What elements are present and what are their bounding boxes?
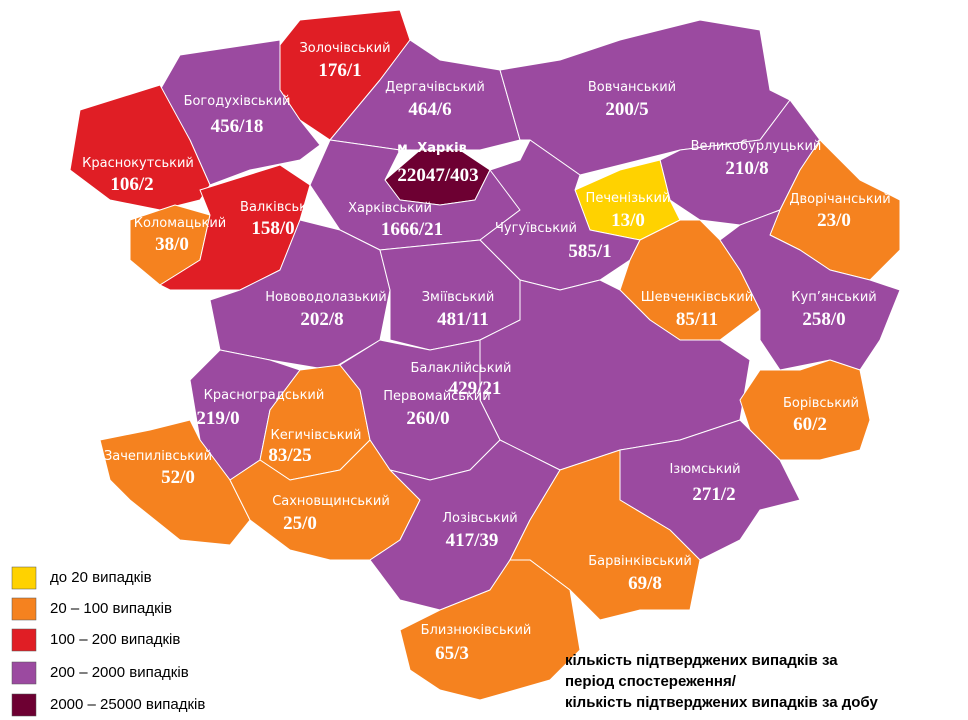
region-name: Зміївський bbox=[422, 290, 495, 305]
region-cases: 23/0 bbox=[817, 210, 851, 231]
region-cases: 69/8 bbox=[628, 573, 662, 594]
legend-swatch bbox=[11, 628, 37, 652]
region-name: Нововодолазький bbox=[265, 290, 387, 305]
region-name: Вовчанський bbox=[588, 80, 676, 95]
region-cases: 25/0 bbox=[283, 513, 317, 534]
region-cases: 585/1 bbox=[568, 241, 611, 262]
region-name: Красноградський bbox=[204, 388, 325, 403]
region-name: Первомайський bbox=[383, 389, 490, 404]
legend-label: до 20 випадків bbox=[50, 569, 152, 586]
region-name: Валківський bbox=[240, 200, 324, 215]
region-cases: 260/0 bbox=[406, 408, 449, 429]
region-cases: 456/18 bbox=[211, 116, 264, 137]
legend-swatch bbox=[11, 693, 37, 717]
region-name: Чугуївський bbox=[495, 221, 577, 236]
region-cases: 258/0 bbox=[802, 309, 845, 330]
region-cases: 106/2 bbox=[110, 174, 153, 195]
region-name: Золочівський bbox=[299, 41, 390, 56]
region-cases: 60/2 bbox=[793, 414, 827, 435]
legend-swatch bbox=[11, 661, 37, 685]
region-name: Дергачівський bbox=[385, 80, 485, 95]
region-name: Великобурлуцький bbox=[691, 139, 822, 154]
note-line: кількість підтверджених випадків за добу bbox=[565, 694, 878, 711]
region-name: Дворічанський bbox=[789, 192, 890, 207]
legend-label: 2000 – 25000 випадків bbox=[50, 696, 205, 713]
region-name: Краснокутський bbox=[82, 156, 194, 171]
region-name: Харківський bbox=[348, 201, 432, 216]
region-name: Куп’янський bbox=[791, 290, 876, 305]
region-name: Коломацький bbox=[134, 216, 226, 231]
region-name: Балаклійський bbox=[411, 361, 512, 376]
region-name: Лозівський bbox=[442, 511, 517, 526]
labels: Золочівський 176/1 Богодухівський 456/18 Кра… bbox=[82, 41, 891, 664]
region-cases: 417/39 bbox=[446, 530, 499, 551]
region-cases: 85/11 bbox=[676, 309, 718, 330]
region-cases: 271/2 bbox=[692, 484, 735, 505]
region-name: Сахновщинський bbox=[272, 494, 390, 509]
region-cases: 158/0 bbox=[251, 218, 294, 239]
note-line: період спостереження/ bbox=[565, 673, 737, 690]
region-cases: 176/1 bbox=[318, 60, 361, 81]
legend-label: 200 – 2000 випадків bbox=[50, 664, 189, 681]
note: кількість підтверджених випадків за періо… bbox=[565, 652, 878, 711]
region-name: Шевченківський bbox=[641, 290, 753, 305]
region bbox=[399, 559, 581, 701]
region-cases: 1666/21 bbox=[381, 219, 443, 240]
region bbox=[69, 84, 211, 211]
region-name: Печенізький bbox=[586, 191, 671, 206]
region-cases: 38/0 bbox=[155, 234, 189, 255]
region-name: Богодухівський bbox=[184, 94, 291, 109]
region-cases: 13/0 bbox=[611, 210, 645, 231]
region-cases: 22047/403 bbox=[397, 165, 478, 186]
region-cases: 65/3 bbox=[435, 643, 469, 664]
region-name: Зачепилівський bbox=[104, 449, 212, 464]
region-cases: 52/0 bbox=[161, 467, 195, 488]
legend-label: 100 – 200 випадків bbox=[50, 631, 180, 648]
region-cases: 202/8 bbox=[300, 309, 343, 330]
region-name: Ізюмський bbox=[669, 462, 740, 477]
region-cases: 200/5 bbox=[605, 99, 648, 120]
note-line: кількість підтверджених випадків за bbox=[565, 652, 838, 669]
region-cases: 210/8 bbox=[725, 158, 768, 179]
region bbox=[719, 209, 901, 371]
region-name: Кегичівський bbox=[270, 428, 361, 443]
region-name: м. Харків bbox=[397, 141, 467, 156]
legend-swatch bbox=[11, 566, 37, 590]
region-cases: 429/21 bbox=[449, 378, 502, 399]
legend-swatch bbox=[11, 597, 37, 621]
regions bbox=[69, 9, 901, 701]
region-cases: 219/0 bbox=[196, 408, 239, 429]
region-cases: 464/6 bbox=[408, 99, 451, 120]
region-cases: 83/25 bbox=[268, 445, 311, 466]
region-name: Борівський bbox=[783, 396, 859, 411]
legend-label: 20 – 100 випадків bbox=[50, 600, 172, 617]
region bbox=[209, 219, 391, 371]
region-name: Близнюківський bbox=[421, 623, 532, 638]
region-name: Барвінківський bbox=[588, 554, 692, 569]
legend: до 20 випадків 20 – 100 випадків 100 – 200… bbox=[11, 566, 205, 717]
region-cases: 481/11 bbox=[437, 309, 489, 330]
